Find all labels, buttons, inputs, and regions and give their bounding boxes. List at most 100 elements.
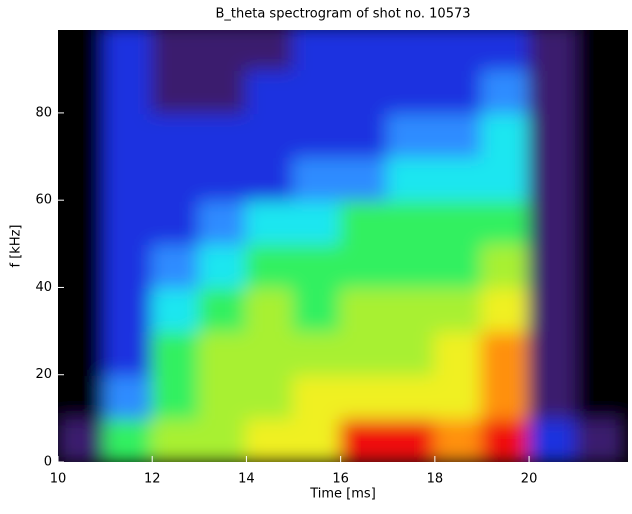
heat-cell xyxy=(575,242,625,289)
heat-cell xyxy=(151,373,201,420)
heat-cell xyxy=(58,30,107,71)
heat-cell xyxy=(433,286,483,333)
spectrogram xyxy=(58,30,625,462)
heat-cell xyxy=(433,199,483,245)
heat-cell xyxy=(575,155,625,202)
heat-cell xyxy=(528,111,578,158)
chart-title: B_theta spectrogram of shot no. 10573 xyxy=(215,7,470,22)
heat-cell xyxy=(386,30,436,71)
heat-cell xyxy=(198,111,248,158)
heat-cell xyxy=(528,68,578,114)
heat-cell xyxy=(339,199,389,245)
y-tick-label: 20 xyxy=(35,367,52,382)
x-tick-label: 12 xyxy=(144,472,161,487)
heat-cell xyxy=(104,286,154,333)
heat-cell xyxy=(58,111,107,158)
x-tick-label: 16 xyxy=(332,472,349,487)
heat-cell xyxy=(58,242,107,289)
heat-cell xyxy=(245,286,295,333)
heat-cell xyxy=(339,111,389,158)
heat-cell xyxy=(292,199,342,245)
heat-cell xyxy=(151,68,201,114)
heat-cell xyxy=(433,111,483,158)
heat-cell xyxy=(292,155,342,202)
heat-cell xyxy=(575,30,625,71)
heat-cell xyxy=(198,286,248,333)
heat-cell xyxy=(575,286,625,333)
heat-cell xyxy=(104,242,154,289)
heat-cell xyxy=(575,68,625,114)
heat-cell xyxy=(433,330,483,376)
heat-cell xyxy=(151,242,201,289)
heat-cell xyxy=(339,155,389,202)
heat-cell xyxy=(386,242,436,289)
heat-cell xyxy=(339,68,389,114)
heat-cell xyxy=(575,199,625,245)
heat-cell xyxy=(198,155,248,202)
heat-cell xyxy=(480,199,531,245)
heat-cell xyxy=(386,330,436,376)
heat-cell xyxy=(386,199,436,245)
x-tick-label: 14 xyxy=(238,472,255,487)
heat-cell xyxy=(245,330,295,376)
heat-cell xyxy=(433,30,483,71)
heat-cell xyxy=(339,286,389,333)
heat-cell xyxy=(480,155,531,202)
heat-cell xyxy=(198,417,248,462)
heat-cell xyxy=(58,330,107,376)
heat-cell xyxy=(151,417,201,462)
heat-cell xyxy=(292,111,342,158)
heat-cell xyxy=(58,286,107,333)
heat-cell xyxy=(292,373,342,420)
heat-cell xyxy=(480,373,531,420)
heat-cell xyxy=(433,68,483,114)
heat-cell xyxy=(198,373,248,420)
y-tick-label: 0 xyxy=(44,455,52,470)
heat-cell xyxy=(528,373,578,420)
heat-cell xyxy=(58,199,107,245)
heat-cell xyxy=(151,330,201,376)
heat-cell xyxy=(104,30,154,71)
heat-cell xyxy=(575,111,625,158)
heat-cell xyxy=(433,417,483,462)
heat-cell xyxy=(245,373,295,420)
heat-cell xyxy=(386,111,436,158)
heat-cell xyxy=(198,199,248,245)
heat-cell xyxy=(104,111,154,158)
heat-cell xyxy=(245,242,295,289)
heat-cell xyxy=(58,155,107,202)
heat-cell xyxy=(245,417,295,462)
heat-cell xyxy=(292,68,342,114)
heat-cell xyxy=(151,30,201,71)
heat-cell xyxy=(151,155,201,202)
heat-cell xyxy=(528,242,578,289)
heat-cell xyxy=(245,111,295,158)
heat-cell xyxy=(480,417,531,462)
y-axis-label: f [kHz] xyxy=(9,225,24,268)
heat-cell xyxy=(339,373,389,420)
heat-cell xyxy=(292,417,342,462)
heat-cell xyxy=(386,286,436,333)
heat-cell xyxy=(245,68,295,114)
heat-cell xyxy=(151,199,201,245)
x-tick-label: 20 xyxy=(521,472,538,487)
heat-cell xyxy=(58,68,107,114)
heat-cell xyxy=(104,199,154,245)
heat-cell xyxy=(104,330,154,376)
heat-cell xyxy=(528,199,578,245)
heat-cell xyxy=(528,30,578,71)
heat-cell xyxy=(104,68,154,114)
heat-cell xyxy=(339,417,389,462)
heat-cell xyxy=(339,330,389,376)
heat-cell xyxy=(58,373,107,420)
heat-cell xyxy=(528,330,578,376)
x-tick-label: 10 xyxy=(50,472,67,487)
heat-cell xyxy=(528,286,578,333)
heat-cell xyxy=(528,155,578,202)
heat-cell xyxy=(292,30,342,71)
heat-cell xyxy=(480,68,531,114)
heat-cell xyxy=(198,30,248,71)
heat-cell xyxy=(433,155,483,202)
heat-cell xyxy=(198,242,248,289)
